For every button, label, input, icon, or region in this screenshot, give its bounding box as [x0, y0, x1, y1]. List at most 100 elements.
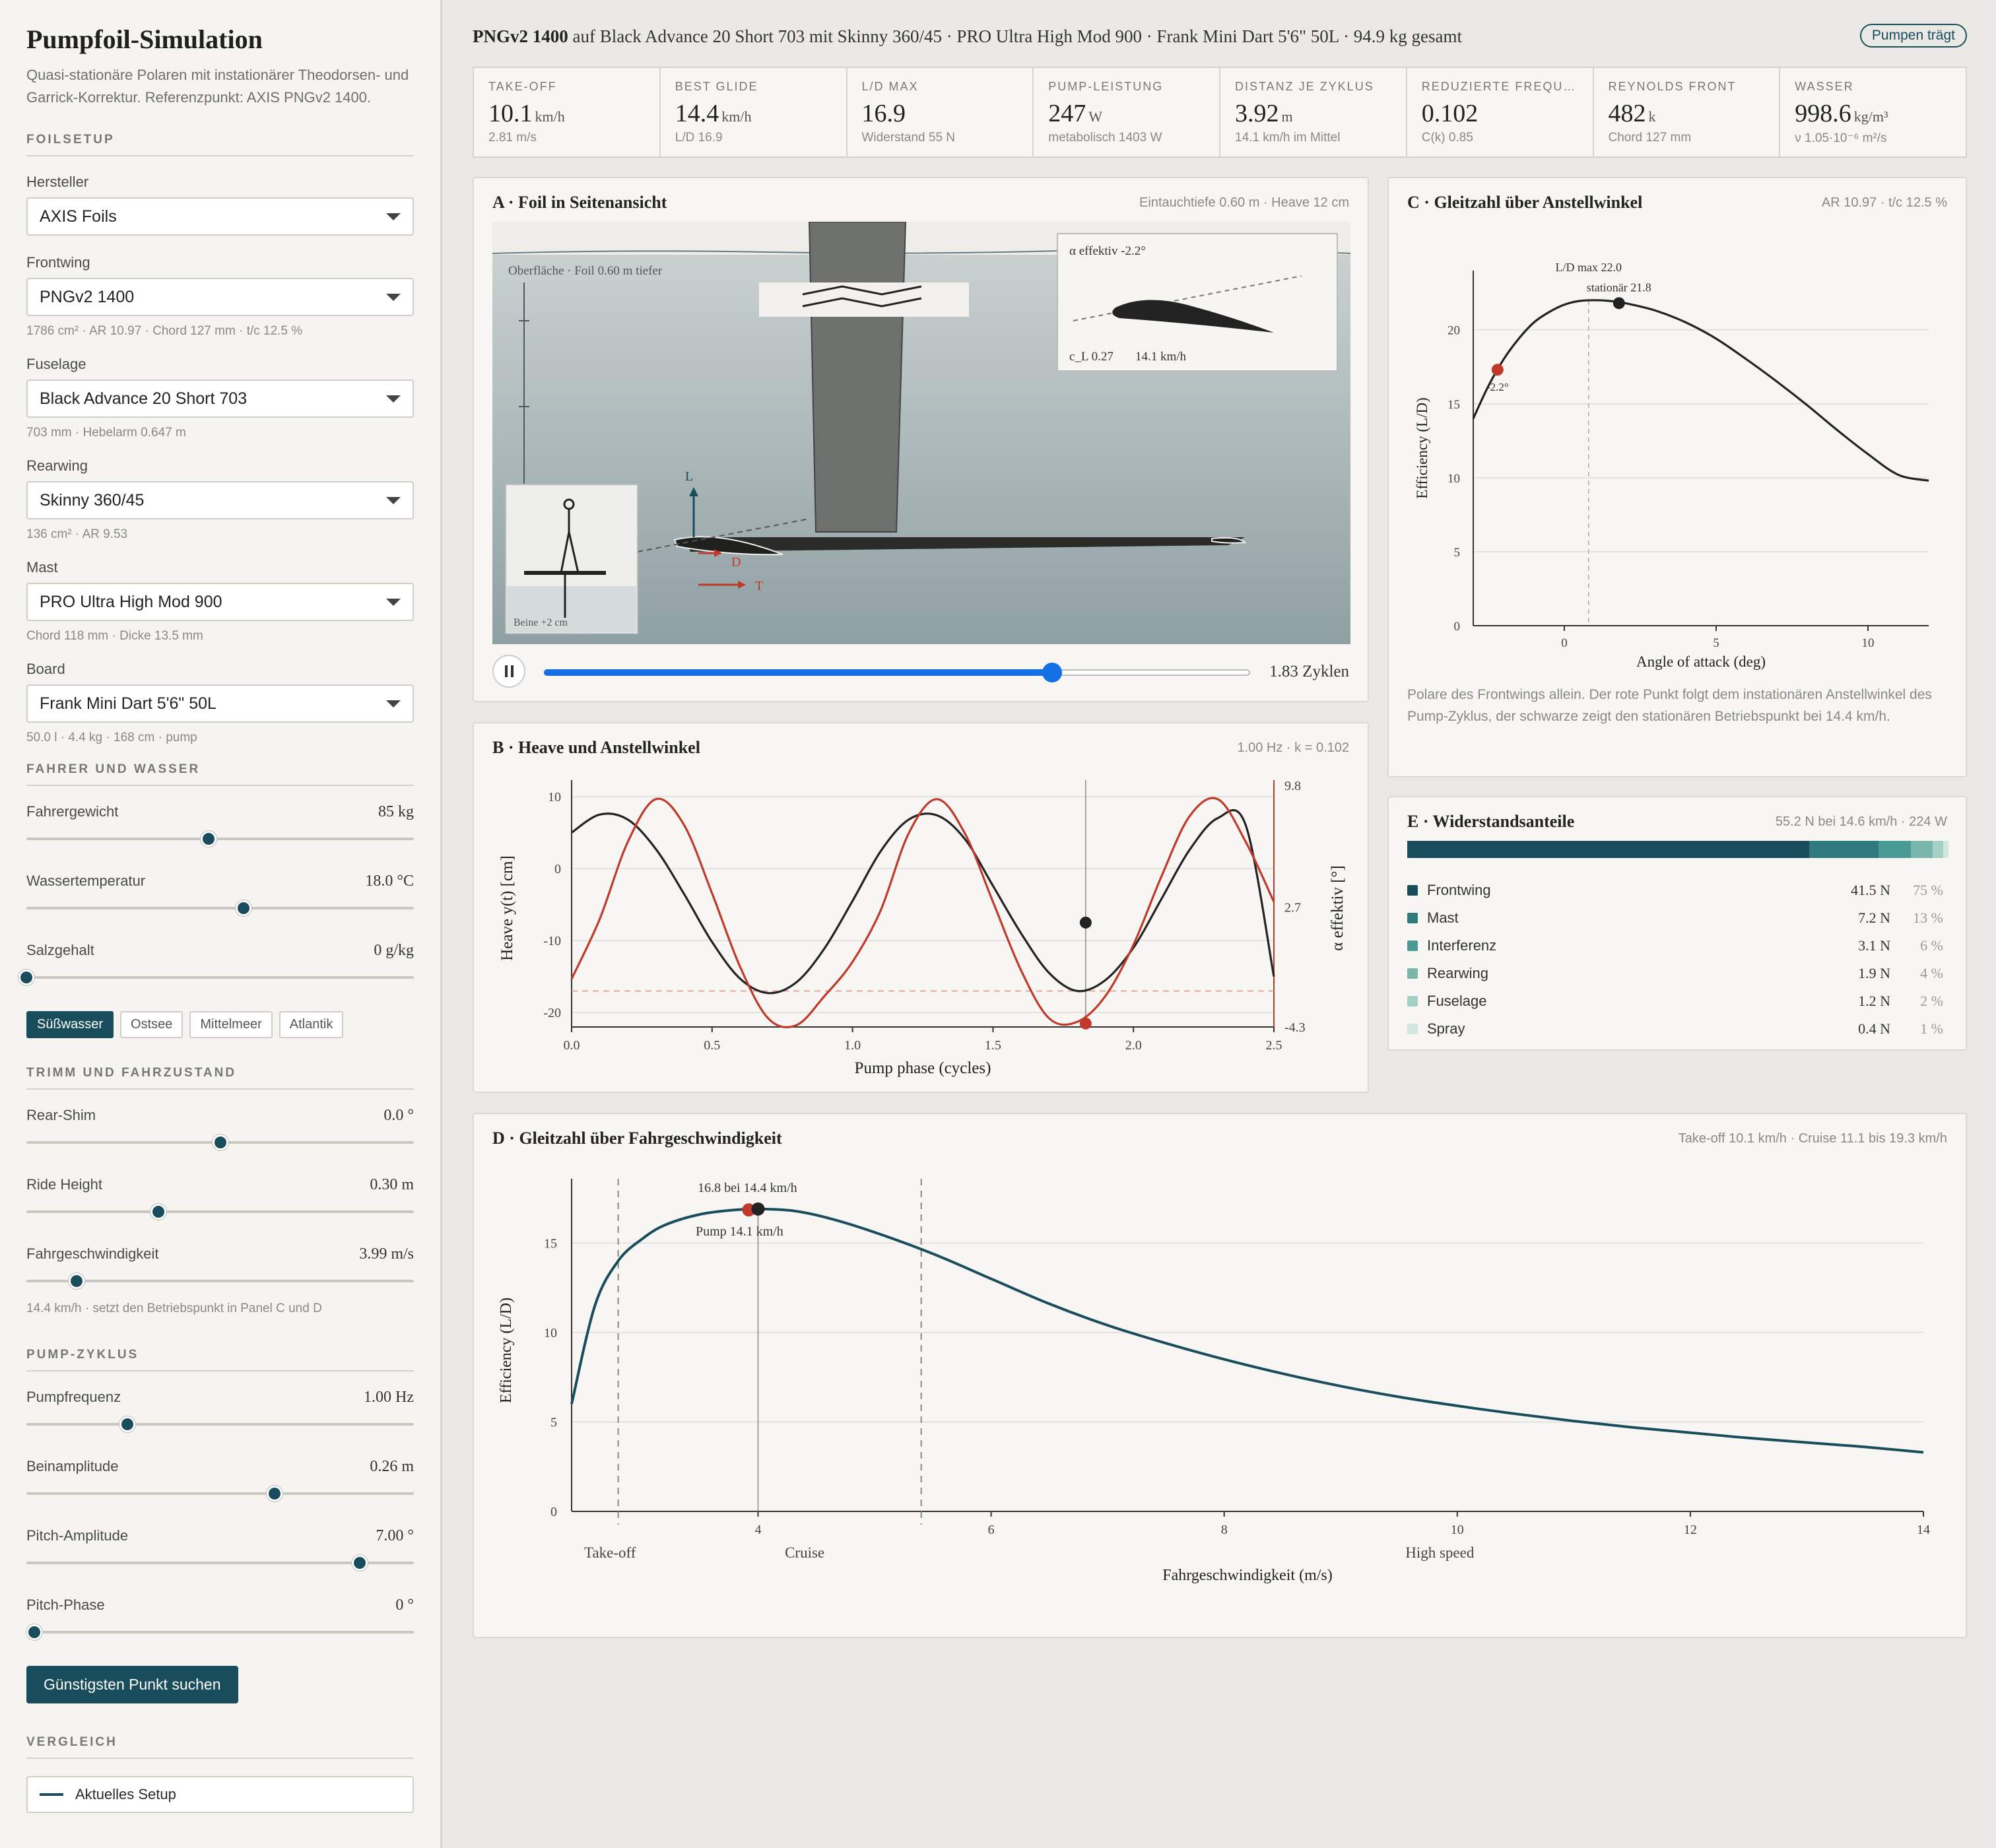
slider-track — [26, 1280, 414, 1282]
slider-thumb[interactable] — [266, 1486, 283, 1502]
select-rearwing[interactable]: Skinny 360/45 — [26, 481, 414, 519]
drag-percent: 13 % — [1913, 909, 1943, 926]
x-tick-label: 10 — [1451, 1523, 1464, 1537]
slider-row: Wassertemperatur 18.0 °C — [26, 873, 414, 890]
cycle-scrubber[interactable] — [544, 663, 1250, 682]
lift-label: L — [685, 469, 693, 484]
peak-label: L/D max 22.0 — [1556, 261, 1622, 274]
metric-sub: metabolisch 1403 W — [1048, 131, 1162, 145]
slider-thumb[interactable] — [69, 1273, 85, 1289]
panel-a-title: A · Foil in Seitenansicht — [492, 193, 667, 212]
slider-pitch-phase[interactable] — [26, 1624, 414, 1641]
line-swatch-icon — [40, 1793, 63, 1796]
x-tick-label: 0 — [1561, 636, 1568, 650]
slider-value: 0.30 m — [370, 1176, 414, 1193]
panel-c: C · Gleitzahl über Anstellwinkel AR 10.9… — [1387, 177, 1967, 777]
metric-sub: 2.81 m/s — [488, 131, 537, 145]
panel-b-title: B · Heave und Anstellwinkel — [492, 738, 700, 757]
chip-ostsee[interactable]: Ostsee — [120, 1011, 183, 1038]
slider-thumb[interactable] — [235, 900, 251, 916]
metric-value: 247 — [1048, 100, 1086, 127]
section-heading-fahrer: FAHRER UND WASSER — [26, 762, 414, 786]
y-tick-label: 5 — [550, 1415, 557, 1430]
slider-beinamplitude[interactable] — [26, 1485, 414, 1502]
x-tick-label: 1.0 — [844, 1038, 861, 1053]
scrubber-fill — [544, 669, 1053, 676]
select-board[interactable]: Frank Mini Dart 5'6" 50L — [26, 684, 414, 723]
peak-label: 16.8 bei 14.4 km/h — [698, 1181, 797, 1195]
slider-pumpfrequenz[interactable] — [26, 1416, 414, 1433]
metric-value: 998.6 — [1795, 100, 1851, 127]
drag-value: 1.9 N — [1858, 965, 1890, 981]
sidebar: Pumpfoil-Simulation Quasi-stationäre Pol… — [0, 0, 442, 1848]
chart-c: 0 5 10 15 20 0 5 10 L/D max 22.0 stationär 21.8 -2… — [1414, 261, 1929, 670]
chip-atlantik[interactable]: Atlantik — [279, 1011, 344, 1038]
slider-thumb[interactable] — [18, 970, 34, 985]
x-tick-label: 12 — [1684, 1523, 1697, 1537]
y-axis-label: Heave y(t) [cm] — [498, 855, 516, 961]
select-mast[interactable]: PRO Ultra High Mod 900 — [26, 583, 414, 621]
slider-row: Salzgehalt 0 g/kg — [26, 942, 414, 960]
stationary-label: stationär 21.8 — [1587, 280, 1651, 294]
metric-sub: ν 1.05·10⁻⁶ m²/s — [1795, 131, 1887, 145]
slider-label: Fahrgeschwindigkeit — [26, 1245, 159, 1262]
slider-track — [26, 1492, 414, 1495]
play-pause-button[interactable] — [492, 655, 525, 688]
slider-thumb[interactable] — [351, 1555, 368, 1571]
drag-percent: 75 % — [1913, 882, 1943, 898]
swatch-icon — [1407, 996, 1418, 1006]
slider-wassertemperatur[interactable] — [26, 900, 414, 917]
select-value: Black Advance 20 Short 703 — [40, 389, 248, 408]
chip-mittelmeer[interactable]: Mittelmeer — [189, 1011, 273, 1038]
slider-ride-height[interactable] — [26, 1203, 414, 1220]
chord-line — [637, 518, 810, 552]
pump-sliders: Pumpfrequenz 1.00 Hz Beinamplitude 0.26 m Pi… — [26, 1389, 414, 1641]
y-tick-label: -20 — [543, 1006, 561, 1020]
slider-thumb[interactable] — [119, 1416, 135, 1432]
slider-fahrergewicht[interactable] — [26, 830, 414, 847]
mast-shape — [808, 222, 907, 533]
drag-value: 7.2 N — [1858, 909, 1890, 926]
field-label: Board — [26, 661, 65, 677]
select-frontwing[interactable]: PNGv2 1400 — [26, 278, 414, 316]
metric-card: BEST GLIDE 14.4 km/h L/D 16.9 — [661, 68, 848, 156]
drag-value: 3.1 N — [1858, 937, 1890, 954]
chip-süßwasser[interactable]: Süßwasser — [26, 1011, 114, 1038]
metric-card: REYNOLDS FRONT 482 k Chord 127 mm — [1594, 68, 1781, 156]
drag-label: D — [731, 555, 741, 570]
metric-value-row: 16.9 — [862, 99, 1018, 128]
drag-name: Frontwing — [1427, 882, 1491, 898]
select-hersteller[interactable]: AXIS Foils — [26, 197, 414, 236]
metric-card: REDUZIERTE FREQUENZ 0.102 C(k) 0.85 — [1407, 68, 1594, 156]
slider-thumb[interactable] — [150, 1204, 166, 1220]
drag-share-bar — [1407, 841, 1948, 858]
setup-summary: PNGv2 1400 auf Black Advance 20 Short 70… — [473, 26, 1462, 47]
metric-card: DISTANZ JE ZYKLUS 3.92 m 14.1 km/h im Mitte… — [1220, 68, 1407, 156]
drag-legend-row: Rearwing 1.9 N 4 % — [1407, 965, 1943, 982]
slider-fahrgeschwindigkeit[interactable] — [26, 1272, 414, 1290]
panel-d-title: D · Gleitzahl über Fahrgeschwindigkeit — [492, 1129, 782, 1148]
slider-salzgehalt[interactable] — [18, 969, 414, 986]
slider-label: Pumpfrequenz — [26, 1389, 121, 1405]
select-value: Frank Mini Dart 5'6" 50L — [40, 694, 216, 713]
field-2: Fuselage Black Advance 20 Short 703 703 mm… — [26, 356, 414, 440]
select-value: PRO Ultra High Mod 900 — [40, 592, 222, 611]
slider-thumb[interactable] — [26, 1624, 42, 1640]
select-fuselage[interactable]: Black Advance 20 Short 703 — [26, 380, 414, 418]
slider-pitch-amplitude[interactable] — [26, 1554, 414, 1571]
drag-name: Spray — [1427, 1020, 1465, 1037]
scrubber-thumb[interactable] — [1042, 663, 1063, 682]
panel-c-title: C · Gleitzahl über Anstellwinkel — [1407, 193, 1643, 212]
compare-current-setup[interactable]: Aktuelles Setup — [26, 1776, 414, 1813]
slider-rear-shim[interactable] — [26, 1134, 414, 1151]
optimize-button[interactable]: Günstigsten Punkt suchen — [26, 1666, 238, 1703]
slider-thumb[interactable] — [212, 1135, 228, 1150]
slider-track — [26, 1562, 414, 1564]
drag-legend-row: Interferenz 3.1 N 6 % — [1407, 937, 1943, 954]
drag-value: 41.5 N — [1851, 882, 1890, 898]
heave-marker — [1079, 916, 1092, 929]
swatch-icon — [1407, 885, 1418, 896]
chevron-down-icon — [386, 700, 401, 708]
slider-thumb[interactable] — [200, 831, 216, 847]
slider-value: 85 kg — [378, 803, 414, 820]
